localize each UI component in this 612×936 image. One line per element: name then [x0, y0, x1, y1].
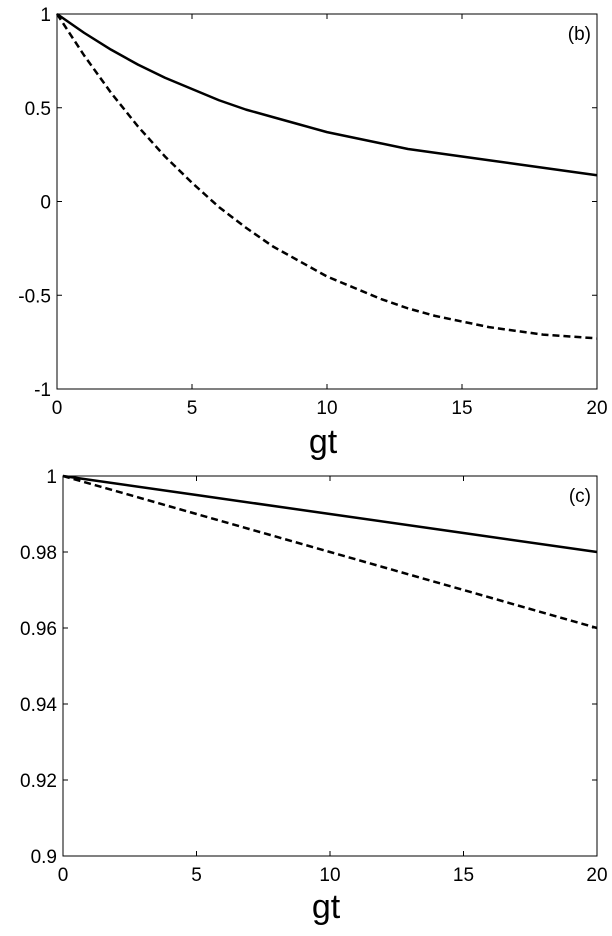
x-tick-label: 5 — [191, 865, 202, 886]
x-tick-label: 20 — [586, 398, 607, 419]
panel-label: (c) — [569, 486, 591, 507]
y-tick-label: 0.94 — [20, 695, 57, 716]
x-tick-label: 20 — [586, 865, 607, 886]
chart-panel-b: 0 5 10 15 20 -1 -0.5 0 0.5 1 (b) gt — [18, 5, 607, 461]
series-line-dashed — [62, 474, 598, 630]
panel-label: (b) — [568, 24, 591, 45]
y-tick-label: 0.96 — [20, 619, 57, 640]
x-tick-label: 10 — [319, 865, 340, 886]
y-tick-label: 0.98 — [20, 543, 57, 564]
x-axis-label: gt — [312, 888, 341, 926]
series-line-dashed — [55, 13, 598, 340]
y-tick-label: 0 — [40, 193, 51, 214]
y-tick-label: 0.9 — [31, 847, 57, 868]
x-tick-label: 5 — [187, 398, 198, 419]
x-tick-label: 10 — [316, 398, 337, 419]
series-line-solid — [56, 12, 598, 177]
y-tick-label: 1 — [40, 5, 51, 26]
x-tick-label: 15 — [451, 398, 472, 419]
y-tick-label: 1 — [46, 467, 57, 488]
plot-frame — [62, 475, 598, 857]
y-tick-label: -0.5 — [18, 286, 51, 307]
x-tick-label: 0 — [58, 865, 69, 886]
series-line-solid — [62, 474, 598, 554]
x-tick-label: 15 — [453, 865, 474, 886]
y-tick-label: 0.5 — [25, 99, 51, 120]
y-tick-label: 0.92 — [20, 771, 57, 792]
x-tick-label: 0 — [52, 398, 63, 419]
x-axis-label: gt — [309, 423, 338, 461]
plot-frame — [56, 13, 598, 390]
y-tick-label: -1 — [34, 380, 51, 401]
chart-panel-c: 0 5 10 15 20 0.9 0.92 0.94 0.96 0.98 1 (c) gt — [20, 467, 608, 926]
